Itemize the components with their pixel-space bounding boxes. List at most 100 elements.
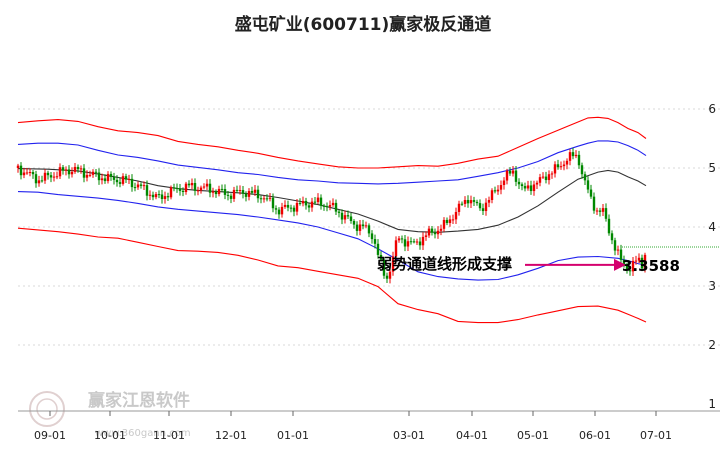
annotation-arrow-head-icon — [614, 258, 626, 271]
candle — [604, 203, 608, 222]
candle-body — [304, 200, 308, 206]
candle-body — [172, 187, 176, 189]
band-line-3 — [17, 168, 647, 233]
candle-body — [103, 178, 107, 182]
candle-body — [211, 191, 215, 193]
candle — [274, 205, 278, 215]
candle-body — [352, 220, 356, 225]
candle — [346, 210, 350, 219]
candle — [148, 190, 152, 201]
candle — [109, 171, 113, 181]
candle-body — [583, 174, 587, 181]
candle-body — [601, 208, 605, 212]
candle — [421, 232, 425, 250]
candle-body — [37, 180, 41, 184]
candle — [433, 228, 437, 239]
candle — [442, 217, 446, 232]
candle — [241, 186, 245, 199]
candle-body — [61, 167, 65, 171]
candle-body — [391, 256, 395, 272]
candle-body — [505, 170, 509, 181]
candle — [556, 159, 560, 170]
candle — [22, 167, 26, 179]
candle — [601, 204, 605, 217]
candle — [394, 236, 398, 260]
annotation-text: 弱势通道线形成支撑 — [377, 255, 512, 273]
candle-body — [220, 188, 224, 190]
candle-body — [196, 190, 200, 192]
candle-body — [163, 196, 167, 199]
candle — [484, 198, 488, 216]
candle — [379, 251, 383, 262]
candle-body — [376, 243, 380, 255]
candle — [403, 234, 407, 252]
candle-body — [178, 188, 182, 191]
candle — [520, 182, 524, 191]
candle-body — [223, 189, 227, 195]
candle — [271, 193, 275, 213]
candle — [424, 231, 428, 241]
candle-body — [412, 241, 416, 243]
candle — [328, 200, 332, 211]
candle — [550, 171, 554, 179]
candle-body — [217, 188, 221, 195]
candle-body — [457, 203, 461, 212]
candle — [469, 195, 473, 209]
candle — [619, 244, 623, 264]
candle-body — [214, 191, 218, 195]
candle-body — [28, 171, 32, 173]
candle-body — [46, 172, 50, 176]
candle-body — [445, 219, 449, 223]
candle-body — [310, 201, 314, 208]
candle — [595, 207, 599, 215]
candle-body — [94, 171, 98, 173]
candle — [196, 186, 200, 196]
candle-body — [568, 152, 572, 161]
candle-body — [514, 170, 518, 182]
candle-body — [637, 257, 641, 261]
candle-body — [295, 202, 299, 212]
candle-body — [250, 191, 254, 193]
candle-body — [139, 184, 143, 186]
candle — [193, 178, 197, 196]
candle-body — [154, 194, 158, 198]
candle-body — [187, 183, 191, 186]
candle — [286, 200, 290, 212]
candle-body — [604, 208, 608, 219]
candle-body — [262, 198, 266, 200]
candle-body — [502, 180, 506, 186]
candle — [529, 180, 533, 195]
candle-body — [232, 189, 236, 199]
candle — [406, 236, 410, 251]
candle — [142, 181, 146, 191]
candle — [235, 185, 239, 194]
chart-title: 盛屯矿业(600711)赢家极反通道 — [235, 14, 492, 35]
candle — [61, 164, 65, 175]
candle — [301, 196, 305, 207]
candle-body — [439, 228, 443, 231]
candle-body — [394, 240, 398, 257]
candle — [568, 149, 572, 166]
candle — [124, 173, 128, 183]
candle-body — [133, 187, 137, 189]
candle-body — [316, 197, 320, 203]
candle-body — [76, 166, 80, 170]
candle-body — [205, 183, 209, 187]
candle — [202, 183, 206, 190]
candle-body — [421, 236, 425, 246]
y-tick-label: 3 — [708, 279, 716, 293]
candle-body — [634, 260, 638, 262]
y-tick-label: 6 — [708, 102, 716, 116]
candle — [163, 191, 167, 204]
candle-body — [238, 190, 242, 192]
candle-body — [553, 164, 557, 174]
candle-body — [358, 224, 362, 231]
candle — [493, 186, 497, 194]
annotation: 弱势通道线形成支撑 3.3588 — [377, 255, 680, 275]
candle — [457, 200, 461, 216]
candle-body — [16, 165, 20, 168]
candle-body — [385, 275, 389, 279]
candle-body — [631, 260, 635, 272]
candle — [28, 168, 32, 177]
candle — [598, 207, 602, 217]
